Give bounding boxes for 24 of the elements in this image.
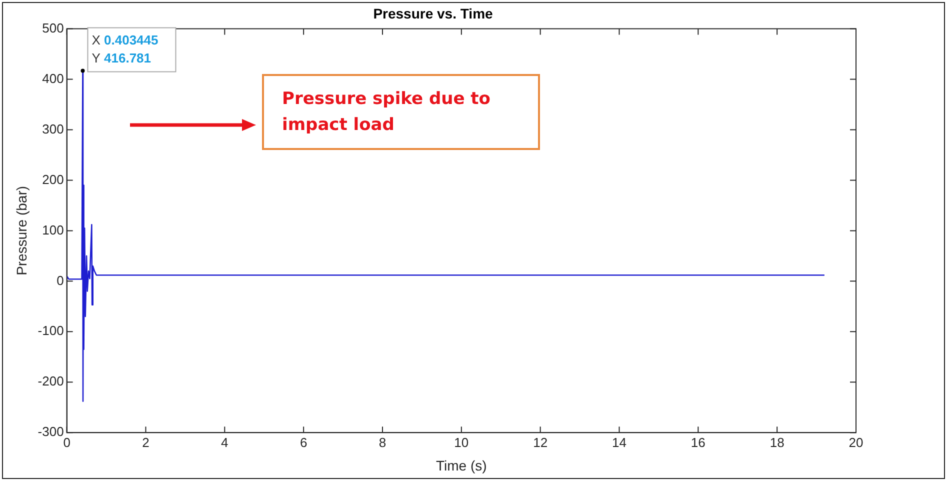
y-tick-label: -300 (38, 424, 64, 440)
y-tick-label: -100 (38, 323, 64, 338)
y-tick-label: 500 (42, 20, 64, 36)
x-tick-label: 10 (454, 434, 469, 450)
annotation: X 0.403445 Y 416.781 (92, 32, 158, 66)
x-tick-label: 2 (142, 434, 150, 450)
x-axis-title: Time (s) (436, 457, 487, 474)
y-tick-label: 300 (42, 121, 64, 136)
x-tick-label: 14 (612, 434, 626, 450)
x-tick-label: 8 (378, 434, 386, 450)
x-tick-label: 12 (533, 434, 548, 450)
annotation: Pressure spike due to impact load (262, 74, 540, 150)
y-tick-label: -200 (38, 374, 64, 389)
chart-title: Pressure vs. Time (373, 5, 494, 22)
y-axis-title: Pressure (bar) (13, 186, 30, 276)
x-tick-label: 6 (300, 434, 308, 450)
y-tick-label: 200 (42, 172, 64, 187)
y-tick-label: 400 (42, 70, 64, 86)
x-tick-label: 18 (770, 434, 784, 450)
y-tick-label: 0 (56, 272, 64, 288)
y-tick-label: 100 (42, 222, 64, 238)
x-tick-label: 4 (221, 434, 228, 450)
x-tick-label: 16 (690, 434, 706, 450)
x-tick-label: 20 (848, 434, 864, 450)
